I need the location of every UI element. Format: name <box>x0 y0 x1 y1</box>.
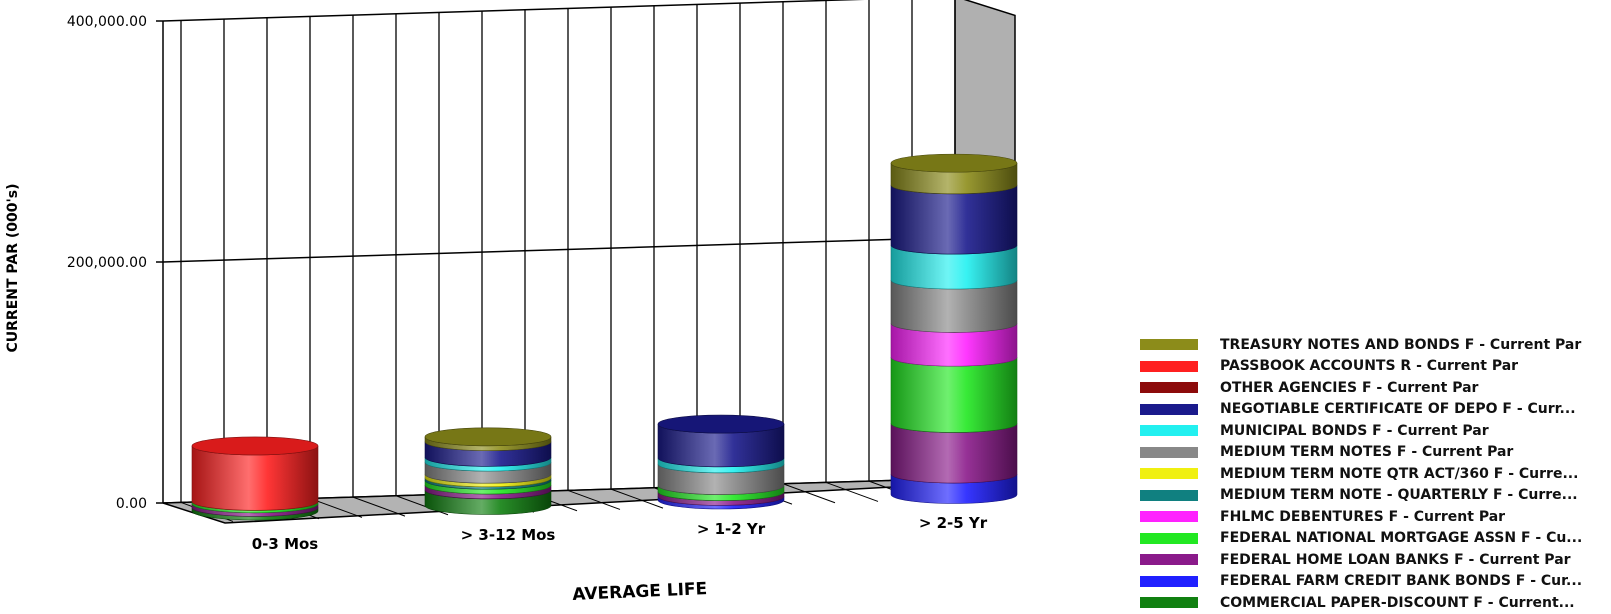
x-axis-title: AVERAGE LIFE <box>572 579 708 605</box>
bar-segment <box>191 445 319 511</box>
legend-item: FEDERAL NATIONAL MORTGAGE ASSN F - Cu... <box>1140 528 1608 550</box>
legend-swatch <box>1140 339 1198 351</box>
legend-swatch <box>1140 382 1198 394</box>
legend-label: PASSBOOK ACCOUNTS R - Current Par <box>1220 358 1519 375</box>
bar-segment <box>890 184 1018 255</box>
legend-item: OTHER AGENCIES F - Current Par <box>1140 377 1608 399</box>
legend-swatch <box>1140 425 1198 437</box>
floor-line <box>352 496 406 517</box>
legend-item: COMMERCIAL PAPER-DISCOUNT F - Current... <box>1140 592 1608 614</box>
legend-item: FEDERAL FARM CREDIT BANK BONDS F - Cur..… <box>1140 571 1608 593</box>
legend-label: NEGOTIABLE CERTIFICATE OF DEPO F - Curr.… <box>1220 401 1576 418</box>
chart-bars <box>191 153 1018 521</box>
y-tick-label: 400,000.00 <box>67 14 147 30</box>
gridline-h <box>162 0 865 22</box>
legend-item: MEDIUM TERM NOTES F - Current Par <box>1140 442 1608 464</box>
legend-label: MEDIUM TERM NOTE QTR ACT/360 F - Curre..… <box>1220 465 1579 482</box>
legend: TREASURY NOTES AND BONDS F - Current Par… <box>1140 334 1608 614</box>
legend-swatch <box>1140 360 1198 372</box>
legend-item: MEDIUM TERM NOTE - QUARTERLY F - Curre..… <box>1140 485 1608 507</box>
bar-top <box>191 436 319 456</box>
floor-line <box>567 489 621 510</box>
legend-label: TREASURY NOTES AND BONDS F - Current Par <box>1220 336 1582 353</box>
legend-swatch <box>1140 446 1198 458</box>
legend-item: TREASURY NOTES AND BONDS F - Current Par <box>1140 334 1608 356</box>
legend-swatch <box>1140 403 1198 415</box>
legend-swatch <box>1140 575 1198 587</box>
x-tick-label: 0-3 Mos <box>252 535 319 553</box>
y-axis-ticks: 0.00 200,000.00 400,000.00 <box>67 14 163 512</box>
legend-label: OTHER AGENCIES F - Current Par <box>1220 379 1479 396</box>
legend-label: COMMERCIAL PAPER-DISCOUNT F - Current... <box>1220 594 1575 611</box>
x-tick-label: > 3-12 Mos <box>461 526 556 544</box>
legend-label: MUNICIPAL BONDS F - Current Par <box>1220 422 1489 439</box>
gridline-h <box>162 236 956 263</box>
bar-top <box>890 153 1018 173</box>
floor-line <box>825 481 879 502</box>
legend-label: FEDERAL FARM CREDIT BANK BONDS F - Cur..… <box>1220 573 1583 590</box>
legend-swatch <box>1140 468 1198 480</box>
x-axis-categories: 0-3 Mos > 3-12 Mos > 1-2 Yr > 2-5 Yr <box>252 514 988 553</box>
bar-top <box>424 427 552 447</box>
legend-item: FHLMC DEBENTURES F - Current Par <box>1140 506 1608 528</box>
y-axis-title: CURRENT PAR (000's) <box>5 183 21 352</box>
legend-swatch <box>1140 554 1198 566</box>
legend-label: FHLMC DEBENTURES F - Current Par <box>1220 508 1506 525</box>
floor-line <box>782 483 836 504</box>
bar-top <box>657 414 785 434</box>
legend-item: PASSBOOK ACCOUNTS R - Current Par <box>1140 356 1608 378</box>
legend-label: MEDIUM TERM NOTES F - Current Par <box>1220 444 1514 461</box>
legend-item: NEGOTIABLE CERTIFICATE OF DEPO F - Curr.… <box>1140 399 1608 421</box>
legend-swatch <box>1140 489 1198 501</box>
legend-swatch <box>1140 532 1198 544</box>
legend-label: MEDIUM TERM NOTE - QUARTERLY F - Curre..… <box>1220 487 1578 504</box>
y-tick-label: 0.00 <box>116 496 147 512</box>
floor-line <box>610 488 664 509</box>
x-tick-label: > 2-5 Yr <box>919 514 988 532</box>
legend-label: FEDERAL NATIONAL MORTGAGE ASSN F - Cu... <box>1220 530 1583 547</box>
legend-swatch <box>1140 597 1198 609</box>
legend-label: FEDERAL HOME LOAN BANKS F - Current Par <box>1220 551 1571 568</box>
y-tick-label: 200,000.00 <box>67 255 147 271</box>
legend-item: MEDIUM TERM NOTE QTR ACT/360 F - Curre..… <box>1140 463 1608 485</box>
x-tick-label: > 1-2 Yr <box>697 520 766 538</box>
floor-line <box>309 497 363 518</box>
legend-item: FEDERAL HOME LOAN BANKS F - Current Par <box>1140 549 1608 571</box>
floor-line <box>395 495 449 516</box>
bar-segment <box>890 357 1018 433</box>
legend-swatch <box>1140 511 1198 523</box>
legend-item: MUNICIPAL BONDS F - Current Par <box>1140 420 1608 442</box>
